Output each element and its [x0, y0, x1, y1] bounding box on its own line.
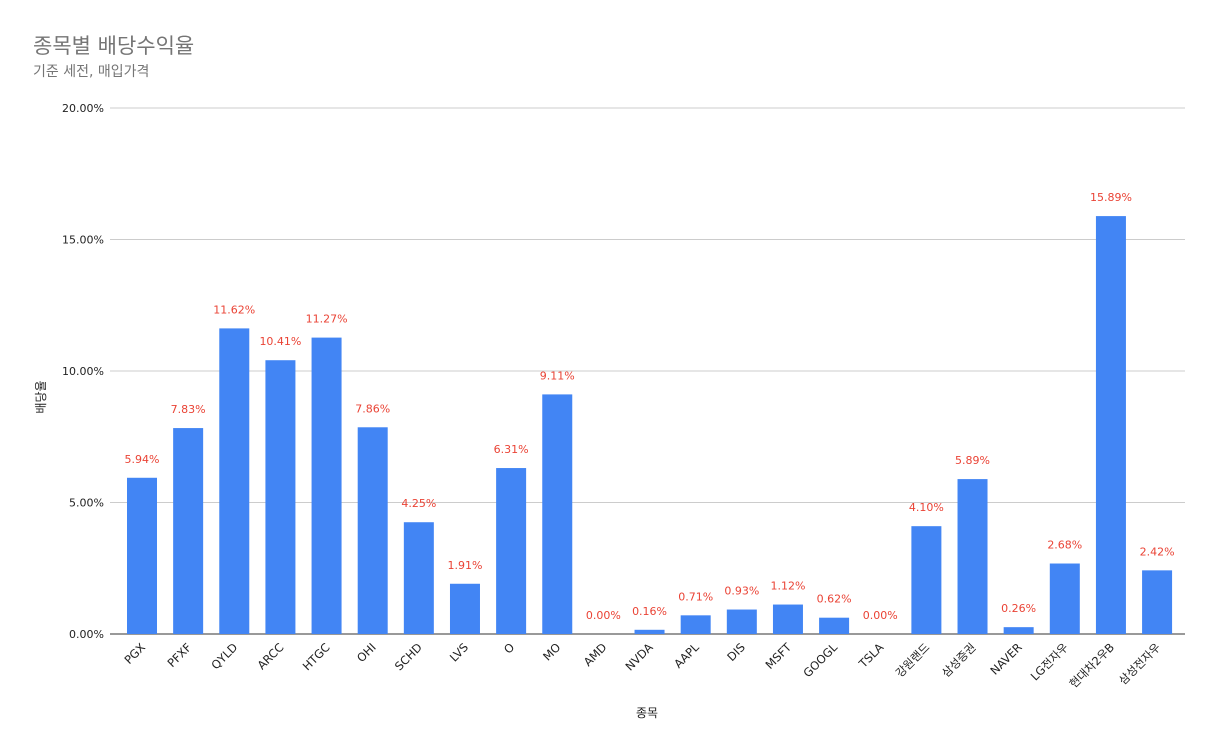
data-label: 2.42% — [1140, 545, 1175, 558]
x-tick-label: GOOGL — [800, 640, 840, 680]
x-tick-label: O — [501, 640, 517, 656]
data-label: 5.94% — [125, 453, 160, 466]
bar — [1003, 627, 1034, 634]
y-tick-label: 5.00% — [69, 497, 104, 510]
bar — [449, 583, 480, 634]
data-label: 10.41% — [259, 335, 301, 348]
x-axis-label: 종목 — [636, 706, 658, 720]
x-tick-label: LG전자우 — [1028, 640, 1071, 683]
chart-title: 종목별 배당수익율 — [33, 34, 195, 58]
x-tick-label: AMD — [581, 640, 610, 669]
x-tick-label: LVS — [447, 640, 471, 664]
x-tick-label: NAVER — [987, 640, 1024, 677]
x-tick-label: ARCC — [254, 640, 286, 672]
chart-subtitle: 기준 세전, 매입가격 — [33, 64, 150, 80]
bar — [680, 615, 711, 634]
x-tick-label: 강원랜드 — [893, 640, 933, 680]
bar — [726, 609, 757, 634]
x-tick-label: MO — [540, 640, 563, 663]
y-tick-label: 15.00% — [62, 234, 104, 247]
bar — [219, 328, 250, 634]
x-tick-label: 삼성전자우 — [1116, 640, 1163, 687]
data-labels: 5.94% 7.83% 11.62% 10.41% 11.27% 7.86% 4.25% 1.… — [125, 191, 1175, 622]
data-label: 0.71% — [678, 590, 713, 603]
bar — [265, 360, 296, 634]
data-label: 0.93% — [724, 585, 759, 598]
y-axis-label: 배당율 — [34, 380, 48, 413]
bar — [357, 427, 388, 634]
data-label: 2.68% — [1047, 539, 1082, 552]
bar — [1095, 216, 1126, 634]
bars — [127, 216, 1173, 634]
data-label: 0.26% — [1001, 602, 1036, 615]
x-tick-label: HTGC — [300, 640, 333, 673]
bar — [819, 617, 850, 634]
bar — [311, 337, 342, 634]
data-label: 4.10% — [909, 501, 944, 514]
bar — [127, 477, 157, 634]
x-tick-label: SCHD — [392, 640, 425, 673]
bar — [772, 604, 803, 634]
x-axis-ticks: PGX PFXF QYLD ARCC HTGC OHI SCHD LVS O MO AMD NVDA A… — [121, 640, 1163, 691]
x-tick-label: DIS — [724, 640, 748, 664]
bar — [173, 428, 204, 634]
x-tick-label: OHI — [354, 640, 379, 665]
bar — [1142, 570, 1173, 634]
bar — [403, 522, 434, 634]
data-label: 1.91% — [448, 559, 483, 572]
bar — [542, 394, 573, 634]
x-tick-label: MSFT — [762, 640, 794, 672]
data-label: 0.00% — [863, 609, 898, 622]
y-tick-label: 10.00% — [62, 365, 104, 378]
x-tick-label: 현대차2우B — [1066, 640, 1117, 691]
bar — [957, 479, 988, 634]
data-label: 15.89% — [1090, 191, 1132, 204]
bar — [1049, 563, 1080, 634]
data-label: 11.27% — [306, 313, 348, 326]
x-tick-label: NVDA — [622, 640, 655, 673]
y-axis-ticks: 0.00% 5.00% 10.00% 15.00% 20.00% — [62, 102, 104, 641]
data-label: 7.83% — [171, 403, 206, 416]
data-label: 0.16% — [632, 605, 667, 618]
data-label: 9.11% — [540, 369, 575, 382]
data-label: 6.31% — [494, 443, 529, 456]
data-label: 1.12% — [770, 580, 805, 593]
x-tick-label: 삼성증권 — [939, 640, 979, 680]
x-tick-label: QYLD — [208, 640, 240, 672]
y-tick-label: 0.00% — [69, 628, 104, 641]
bar — [911, 526, 942, 634]
data-label: 4.25% — [401, 497, 436, 510]
data-label: 0.00% — [586, 609, 621, 622]
bar — [496, 468, 527, 634]
x-tick-label: PGX — [121, 640, 148, 667]
y-tick-label: 20.00% — [62, 102, 104, 115]
data-label: 5.89% — [955, 454, 990, 467]
data-label: 7.86% — [355, 402, 390, 415]
x-tick-label: AAPL — [671, 640, 702, 671]
x-tick-label: PFXF — [165, 640, 195, 670]
bar — [634, 629, 665, 634]
data-label: 11.62% — [213, 303, 255, 316]
x-tick-label: TSLA — [855, 640, 886, 671]
data-label: 0.62% — [817, 593, 852, 606]
